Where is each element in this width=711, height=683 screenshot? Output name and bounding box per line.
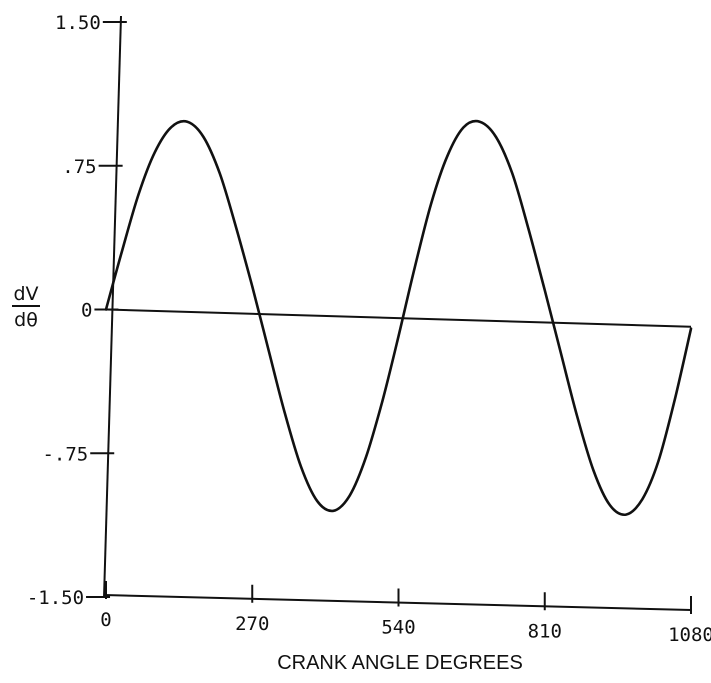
y-tick-label: -1.50 [27,587,84,609]
x-tick-label: 270 [235,613,269,635]
x-tick-label: 0 [100,609,111,631]
y-tick-label: .75 [62,156,96,178]
y-axis-label-numerator: dV [13,283,38,305]
zero-reference-line [105,308,692,328]
curve-layer [104,119,693,517]
axes: 1.50 .75 0 -.75 -1.50 0 270 540 810 1080 [27,12,711,646]
y-axis-line [103,15,122,599]
labels: CRANK ANGLE DEGREES dV dθ [12,283,523,674]
x-tick-label: 540 [381,617,415,639]
y-tick-label: -.75 [42,443,88,465]
y-tick-label: 1.50 [55,12,101,34]
x-axis-title: CRANK ANGLE DEGREES [277,652,523,674]
x-tick-label: 1080 [668,624,711,646]
x-tick-label: 810 [528,620,562,642]
series-line [104,119,693,517]
y-tick-label: 0 [81,300,92,322]
y-axis-label-denominator: dθ [14,309,38,331]
